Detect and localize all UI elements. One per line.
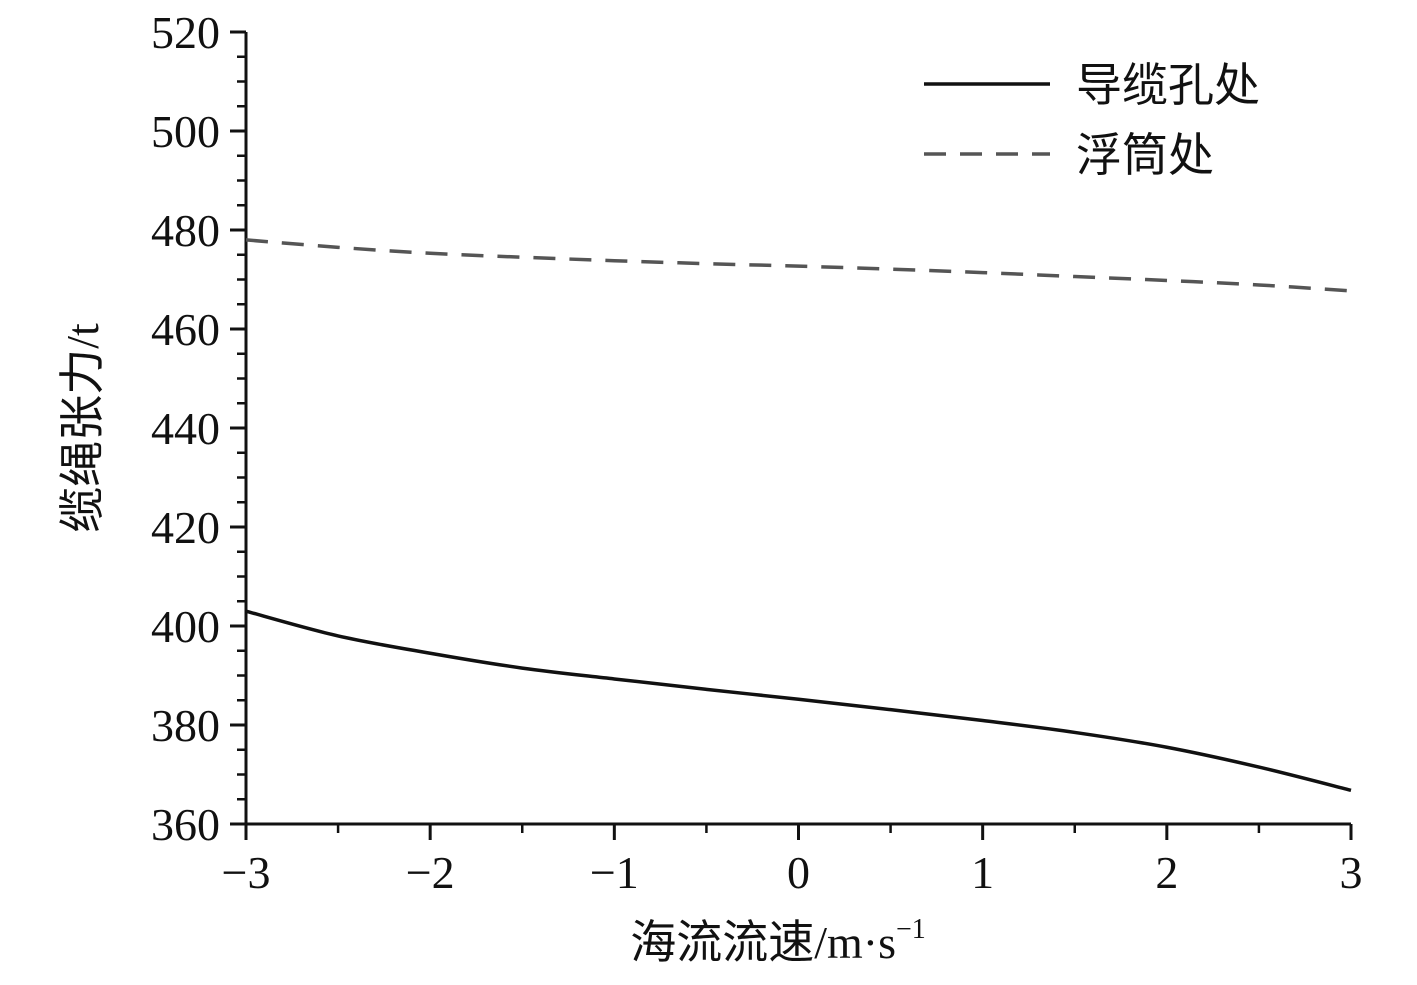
x-tick-label: 1 xyxy=(971,847,994,898)
series-line-1 xyxy=(245,609,1352,793)
y-tick-label: 420 xyxy=(151,502,220,553)
y-tick-label: 440 xyxy=(151,403,220,454)
y-tick-label: 360 xyxy=(151,799,220,850)
x-tick-label: 3 xyxy=(1340,847,1363,898)
y-tick-label: 380 xyxy=(151,700,220,751)
x-axis-title: 海流流速/m·s−1 xyxy=(630,914,926,968)
y-tick-label: 400 xyxy=(151,601,220,652)
y-tick-label: 500 xyxy=(151,106,220,157)
x-tick-label: 2 xyxy=(1155,847,1178,898)
x-tick-label: 0 xyxy=(787,847,810,898)
x-tick-label: −2 xyxy=(406,847,455,898)
x-tick-label: −1 xyxy=(590,847,639,898)
series-line-2 xyxy=(245,238,1352,293)
x-axis-title-superscript: −1 xyxy=(896,914,926,945)
y-tick-label: 480 xyxy=(151,205,220,256)
legend-label-1: 导缆孔处 xyxy=(1076,60,1260,111)
y-tick-label: 520 xyxy=(151,7,220,58)
series-lines xyxy=(245,238,1352,793)
y-axis-title: 缆绳张力/t xyxy=(57,323,108,533)
axes: 360 380 400 420 440 460 480 500 520 −3 −2 −1 0 1 2 3 xyxy=(151,7,1363,898)
x-tick-label: −3 xyxy=(222,847,271,898)
legend-label-2: 浮筒处 xyxy=(1076,130,1214,181)
y-tick-label: 460 xyxy=(151,304,220,355)
